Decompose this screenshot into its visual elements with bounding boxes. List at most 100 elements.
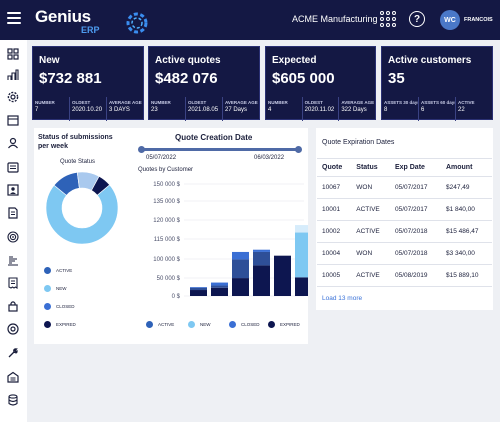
bar-segment-expired[interactable]	[253, 265, 270, 296]
invoice-icon[interactable]	[6, 276, 20, 290]
legend-item-closed[interactable]: CLOSED	[229, 321, 260, 328]
table-row[interactable]: 10005 ACTIVE 05/08/2019 $15 889,10	[317, 264, 492, 287]
support-icon[interactable]	[6, 322, 20, 336]
column-header[interactable]: Quote	[317, 158, 352, 177]
table-cell: ACTIVE	[351, 198, 390, 221]
legend-item-expired[interactable]: EXPIRED	[44, 321, 76, 328]
table-row[interactable]: 10001 ACTIVE 05/07/2017 $1 840,00	[317, 198, 492, 221]
bar-segment-expired[interactable]	[211, 287, 228, 296]
kpi-detail-value: 7	[35, 107, 39, 113]
legend-item-active[interactable]: ACTIVE	[44, 267, 72, 274]
quotes-by-customer-title: Quotes by Customer	[138, 167, 194, 173]
quote-expiration-panel: Quote Expiration Dates Quote Status Exp Da…	[316, 128, 493, 310]
legend-label: ACTIVE	[158, 322, 175, 327]
legend-item-active[interactable]: ACTIVE	[146, 321, 174, 328]
load-more-link[interactable]: Load 13 more	[322, 295, 363, 302]
date-range-slider[interactable]	[138, 146, 303, 154]
bar-segment-new[interactable]	[295, 232, 308, 278]
lock-icon[interactable]	[6, 299, 20, 313]
kpi-details: NUMBER 7 OLDEST 2020.10.20 AVERAGE AGE 3 DAYS	[33, 97, 143, 121]
slider-end-handle[interactable]	[295, 146, 302, 153]
table-row[interactable]: 10002 ACTIVE 05/07/2018 $15 486,47	[317, 220, 492, 243]
kpi-detail-value: 4	[268, 107, 272, 113]
y-tick-label: 50 000 $	[157, 276, 181, 282]
legend-item-expired[interactable]: EXPIRED	[268, 321, 300, 328]
table-cell: ACTIVE	[351, 264, 390, 287]
kpi-detail-cell: AVERAGE AGE 3 DAYS	[107, 97, 143, 121]
inbox-icon[interactable]	[6, 160, 20, 174]
bar-segment-active[interactable]	[190, 287, 207, 288]
contact-card-icon[interactable]	[6, 183, 20, 197]
user-icon[interactable]	[6, 136, 20, 150]
legend-item-closed[interactable]: CLOSED	[44, 303, 75, 310]
y-tick-label: 120 000 $	[153, 218, 180, 224]
legend-item-new[interactable]: NEW	[188, 321, 211, 328]
bar-segment-expired[interactable]	[274, 255, 291, 296]
bar-segment-active[interactable]	[232, 251, 249, 260]
table-row[interactable]: 10004 WON 05/07/2018 $3 340,00	[317, 242, 492, 265]
kpi-detail-cell: ASSETS 60 days 6	[419, 97, 456, 121]
legend-swatch-icon	[188, 321, 195, 328]
warehouse-icon[interactable]	[6, 370, 20, 384]
bar-segment-active[interactable]	[253, 249, 270, 252]
dashboard-icon[interactable]	[6, 47, 20, 61]
table-row[interactable]: 10067 WON 05/07/2017 $247,49	[317, 176, 492, 199]
reports-icon[interactable]	[6, 253, 20, 267]
bar-segment-expired[interactable]	[232, 278, 249, 296]
bar-segment-closed[interactable]	[253, 251, 270, 266]
brand-logo[interactable]: Genius ERP	[35, 7, 148, 35]
kpi-detail-value: 3 DAYS	[109, 107, 130, 113]
tools-icon[interactable]	[6, 346, 20, 360]
target-icon[interactable]	[6, 230, 20, 244]
legend-item-new[interactable]: NEW	[44, 285, 67, 292]
legend-swatch-icon	[229, 321, 236, 328]
column-header[interactable]: Status	[351, 158, 390, 177]
bar-segment-active[interactable]	[211, 282, 228, 286]
kpi-card[interactable]: Active quotes $482 076 NUMBER 23 OLDEST 2021.…	[148, 46, 260, 121]
table-cell: 05/07/2018	[389, 242, 441, 265]
avatar[interactable]: WC	[440, 10, 460, 30]
help-icon[interactable]: ?	[409, 11, 425, 27]
quote-creation-title: Quote Creation Date	[175, 133, 253, 142]
bar-segment-closed[interactable]	[190, 287, 207, 291]
table-header-row: Quote Status Exp Date Amount	[317, 158, 492, 177]
calendar-icon[interactable]	[6, 113, 20, 127]
username[interactable]: FRANCOIS	[464, 17, 493, 23]
slider-start-handle[interactable]	[138, 146, 145, 153]
document-edit-icon[interactable]	[6, 206, 20, 220]
column-header[interactable]: Amount	[440, 158, 492, 177]
kpi-card[interactable]: Active customers 35 ASSETS 30 days 8 ASSETS …	[381, 46, 493, 121]
kpi-detail-caption: AVERAGE AGE	[109, 100, 142, 105]
kpi-card[interactable]: Expected $605 000 NUMBER 4 OLDEST 2020.11.02 A…	[265, 46, 376, 121]
kpi-detail-caption: ACTIVE	[458, 100, 475, 105]
table-cell: 05/07/2018	[389, 220, 441, 243]
kpi-detail-caption: OLDEST	[72, 100, 91, 105]
analytics-icon[interactable]	[6, 68, 20, 82]
legend-label: CLOSED	[56, 304, 75, 309]
database-icon[interactable]	[6, 393, 20, 407]
kpi-details: NUMBER 23 OLDEST 2021.08.05 AVERAGE AGE 27 Da…	[149, 97, 259, 121]
pie-slice-expired[interactable]	[91, 175, 111, 196]
table-cell: $15 889,10	[440, 264, 492, 287]
kpi-detail-caption: NUMBER	[151, 100, 171, 105]
apps-grid-icon[interactable]	[380, 11, 396, 27]
brand-name: Genius	[35, 7, 91, 26]
bar-segment-closed[interactable]	[232, 259, 249, 279]
hamburger-menu-icon[interactable]	[7, 12, 21, 24]
bar-segment-closed[interactable]	[211, 285, 228, 288]
table-cell: 05/07/2017	[389, 198, 441, 221]
bar-segment-expired[interactable]	[190, 290, 207, 296]
settings-gear-icon[interactable]	[6, 90, 20, 104]
kpi-detail-cell: AVERAGE AGE 27 Days	[223, 97, 259, 121]
bar-segment-expired[interactable]	[295, 277, 308, 296]
kpi-detail-value: 2020.10.20	[72, 107, 103, 113]
legend-swatch-icon	[44, 267, 51, 274]
column-header[interactable]: Exp Date	[389, 158, 441, 177]
company-name[interactable]: ACME Manufacturing	[292, 14, 378, 24]
kpi-detail-value: 8	[384, 107, 388, 113]
kpi-title: Expected	[272, 55, 317, 66]
bar-segment-expired-top[interactable]	[295, 225, 308, 233]
kpi-title: Active quotes	[155, 55, 221, 66]
pie-slice-new[interactable]	[45, 184, 119, 245]
kpi-card[interactable]: New $732 881 NUMBER 7 OLDEST 2020.10.20 AVERAG…	[32, 46, 144, 121]
